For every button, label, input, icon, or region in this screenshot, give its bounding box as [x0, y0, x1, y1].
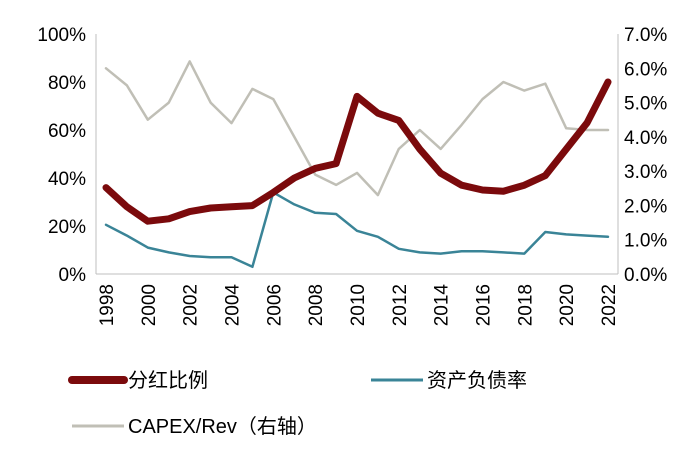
right-y-tick-labels: 0.0% 1.0% 2.0% 3.0% 4.0% 5.0% 6.0% 7.0%	[624, 25, 667, 286]
legend-label-payout-ratio: 分红比例	[128, 369, 208, 392]
series-line-payout-ratio	[102, 78, 612, 225]
legend-label-capex-rev: CAPEX/Rev（右轴）	[128, 415, 317, 438]
x-tick-label: 2006	[264, 284, 285, 326]
right-y-tick-label: 3.0%	[624, 162, 667, 183]
legend-item-debt-ratio: 资产负债率	[371, 369, 527, 392]
x-tick-label: 2016	[474, 284, 495, 326]
left-y-tick-label: 100%	[37, 25, 86, 46]
legend-item-capex-rev: CAPEX/Rev（右轴）	[72, 415, 317, 438]
right-y-tick-label: 4.0%	[624, 128, 667, 149]
left-y-tick-label: 0%	[59, 265, 87, 286]
right-y-tick-label: 2.0%	[624, 196, 667, 217]
left-y-tick-labels: 0% 20% 40% 60% 80% 100%	[37, 25, 86, 286]
right-y-tick-label: 6.0%	[624, 59, 667, 80]
series-line-debt-ratio	[104, 191, 610, 269]
x-tick-label: 2014	[432, 284, 453, 327]
x-tick-label: 2002	[181, 284, 202, 326]
right-y-tick-label: 5.0%	[624, 94, 667, 115]
x-tick-label: 2012	[390, 284, 411, 326]
right-y-tick-label: 1.0%	[624, 231, 667, 252]
right-y-tick-label: 7.0%	[624, 25, 667, 46]
legend-label-debt-ratio: 资产负债率	[427, 369, 527, 392]
x-tick-label: 2000	[139, 284, 160, 326]
x-tick-labels: 1998 2000 2002 2004 2006 2008 2010 2012 2014 2016…	[97, 284, 620, 327]
left-y-tick-label: 80%	[48, 73, 86, 94]
left-y-tick-label: 20%	[48, 217, 86, 238]
left-y-tick-label: 40%	[48, 169, 86, 190]
right-y-tick-label: 0.0%	[624, 265, 667, 286]
x-tick-label: 2010	[348, 284, 369, 326]
legend: 分红比例 资产负债率 CAPEX/Rev（右轴）	[68, 369, 527, 438]
x-tick-label: 2004	[223, 284, 244, 327]
series-lines	[102, 60, 612, 269]
x-tick-label: 2022	[599, 284, 620, 326]
x-tick-label: 2008	[306, 284, 327, 326]
chart-axes	[95, 34, 619, 275]
legend-item-payout-ratio: 分红比例	[68, 369, 208, 392]
series-line-capex-rev	[104, 60, 610, 197]
left-y-tick-label: 60%	[48, 121, 86, 142]
x-tick-label: 2018	[515, 284, 536, 326]
x-tick-label: 2020	[557, 284, 578, 326]
x-tick-label: 1998	[97, 284, 118, 326]
